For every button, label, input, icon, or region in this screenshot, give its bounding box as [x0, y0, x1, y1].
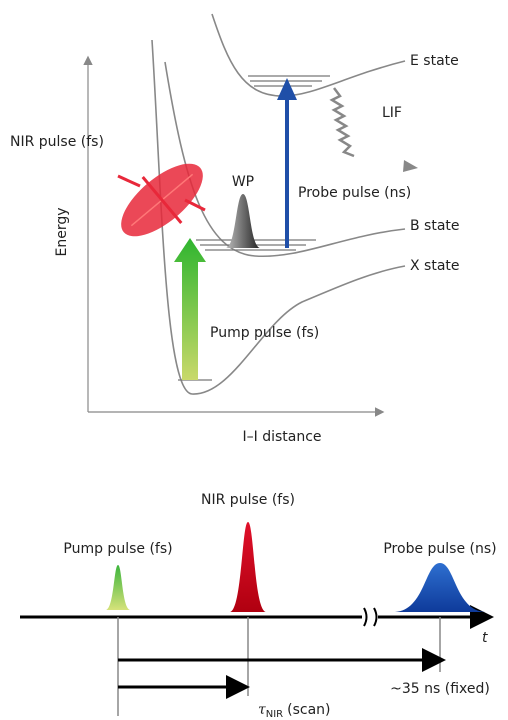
energy-diagram: Energy I–I distance E state B state X st…	[10, 13, 460, 445]
nir-pulse-label: NIR pulse (fs)	[201, 492, 295, 508]
nir-label: NIR pulse (fs)	[10, 134, 104, 150]
timing-diagram: t Pump pulse (fs) NIR pulse (fs) Probe p…	[20, 492, 497, 720]
x-state-label: X state	[410, 258, 460, 274]
probe-pulse-label: Probe pulse (ns)	[383, 541, 496, 557]
nir-pulse	[121, 163, 203, 237]
time-label: t	[482, 630, 488, 646]
lif-label: LIF	[382, 105, 402, 121]
nir-pulse-time	[230, 522, 266, 612]
pump-pulse	[106, 565, 130, 610]
nir-delay-label: τNIR (scan)	[258, 702, 331, 720]
pump-arrow	[174, 238, 206, 380]
pump-label: Pump pulse (fs)	[210, 325, 319, 341]
tau-text: (scan)	[287, 702, 330, 718]
lif-wave	[329, 87, 355, 158]
probe-delay-label: ~35 ns (fixed)	[390, 681, 490, 697]
tau-subscript: NIR	[266, 709, 283, 720]
tau-symbol: τ	[258, 702, 266, 718]
e-state-label: E state	[410, 53, 459, 69]
pump-pulse-label: Pump pulse (fs)	[63, 541, 172, 557]
wave-packet	[226, 194, 260, 248]
y-axis-label: Energy	[54, 207, 70, 256]
x-axis-label: I–I distance	[242, 429, 321, 445]
b-state-curve	[164, 61, 406, 258]
wp-label: WP	[232, 174, 254, 190]
probe-label: Probe pulse (ns)	[298, 185, 411, 201]
b-state-label: B state	[410, 218, 460, 234]
probe-pulse	[395, 563, 485, 612]
e-state-curve	[211, 13, 406, 97]
probe-arrow	[277, 78, 297, 100]
